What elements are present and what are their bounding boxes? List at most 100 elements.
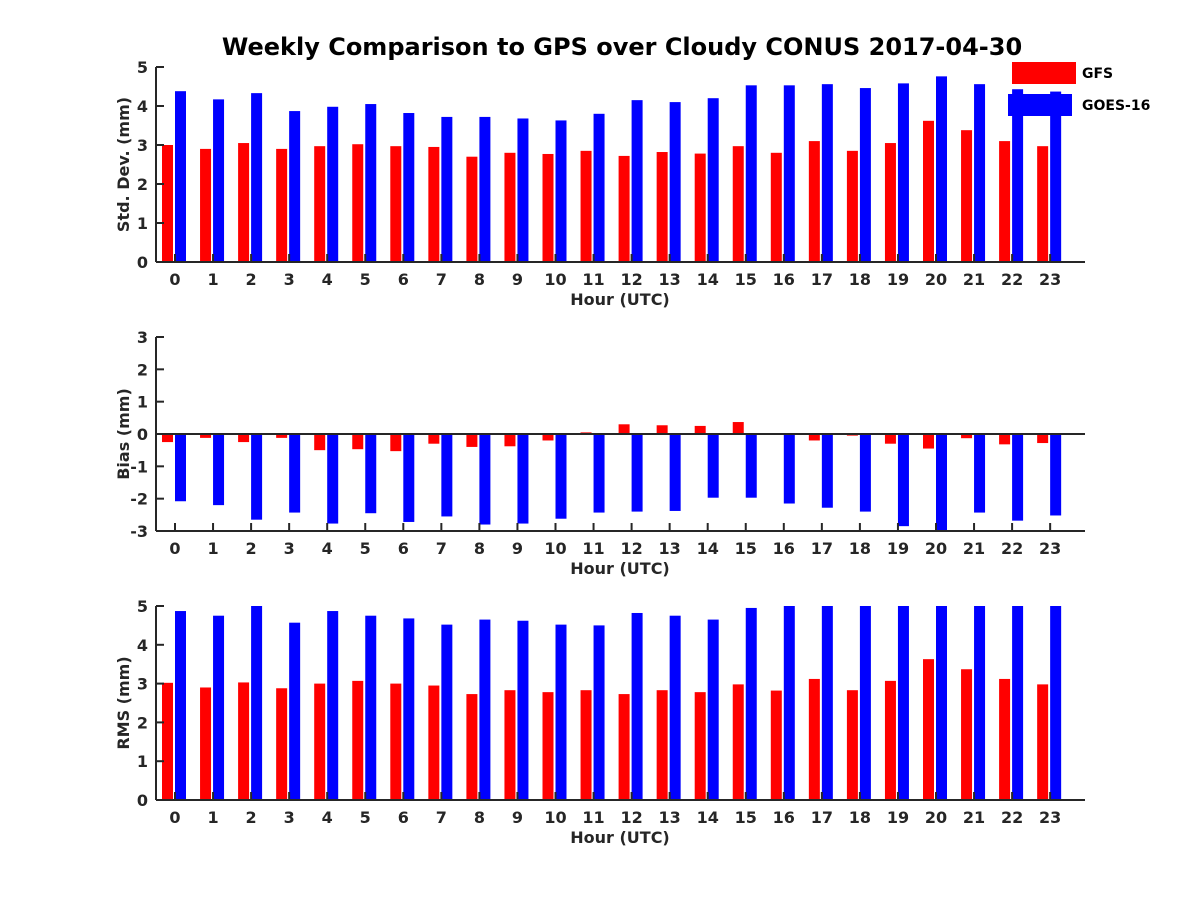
x-tick-label: 13 [659, 808, 681, 827]
bar-gfs-8 [466, 694, 478, 800]
bar-goes16-7 [441, 116, 453, 262]
bar-gfs-9 [504, 152, 516, 262]
bar-gfs-2 [238, 682, 250, 800]
bar-gfs-12 [618, 155, 630, 262]
bar-goes16-4 [327, 611, 339, 800]
x-tick-label: 5 [360, 270, 371, 289]
x-tick-label: 10 [544, 808, 566, 827]
bar-goes16-4 [327, 434, 339, 524]
bar-gfs-7 [428, 434, 440, 444]
bar-goes16-3 [289, 434, 301, 513]
x-tick-label: 9 [512, 539, 523, 558]
bar-gfs-4 [314, 683, 326, 800]
x-tick-label: 11 [582, 539, 604, 558]
x-tick-label: 6 [398, 270, 409, 289]
bar-gfs-10 [542, 434, 554, 441]
x-tick-label: 20 [925, 270, 947, 289]
bar-goes16-3 [289, 111, 301, 262]
bar-goes16-19 [897, 434, 909, 527]
bar-gfs-6 [390, 434, 402, 452]
bar-goes16-21 [974, 434, 986, 513]
bar-gfs-8 [466, 434, 478, 447]
bar-goes16-16 [783, 85, 795, 262]
bar-goes16-13 [669, 434, 681, 511]
bar-goes16-13 [669, 615, 681, 800]
bar-goes16-7 [441, 434, 453, 517]
x-tick-label: 19 [887, 808, 909, 827]
x-tick-label: 15 [735, 808, 757, 827]
bar-goes16-1 [213, 434, 225, 506]
bar-goes16-23 [1050, 606, 1062, 800]
y-tick-label: -2 [130, 490, 148, 509]
bar-gfs-6 [390, 683, 402, 800]
x-axis-label: Hour (UTC) [570, 290, 670, 309]
x-tick-label: 14 [697, 270, 719, 289]
figure-title: Weekly Comparison to GPS over Cloudy CON… [222, 33, 1022, 61]
bar-goes16-22 [1012, 89, 1024, 262]
bar-goes16-6 [403, 434, 415, 522]
bar-goes16-5 [365, 104, 377, 262]
bar-goes16-9 [517, 434, 529, 524]
x-tick-label: 12 [620, 808, 642, 827]
bar-gfs-21 [961, 669, 973, 800]
bar-goes16-6 [403, 113, 415, 263]
bar-goes16-22 [1012, 434, 1024, 521]
bar-goes16-7 [441, 624, 453, 800]
bar-gfs-0 [162, 682, 173, 800]
bar-gfs-21 [961, 434, 973, 439]
bar-gfs-13 [656, 690, 668, 800]
bar-goes16-15 [745, 434, 757, 498]
x-tick-label: 2 [246, 270, 257, 289]
legend-swatch-goes16 [1008, 94, 1072, 116]
x-tick-label: 22 [1001, 539, 1023, 558]
y-tick-label: 2 [137, 360, 148, 379]
x-tick-label: 0 [169, 808, 180, 827]
bar-gfs-11 [580, 690, 592, 800]
x-tick-label: 0 [169, 270, 180, 289]
bar-goes16-18 [859, 606, 871, 800]
bar-gfs-20 [923, 120, 934, 262]
x-tick-label: 18 [849, 270, 871, 289]
bar-gfs-19 [884, 434, 896, 444]
bar-gfs-15 [732, 684, 744, 800]
x-tick-label: 1 [207, 270, 218, 289]
x-tick-label: 17 [811, 539, 833, 558]
bar-gfs-6 [390, 146, 402, 262]
bar-gfs-1 [200, 434, 212, 438]
bar-goes16-21 [974, 84, 986, 262]
y-tick-label: 1 [137, 752, 148, 771]
y-tick-label: 3 [137, 136, 148, 155]
x-tick-label: 10 [544, 539, 566, 558]
bar-goes16-5 [365, 615, 377, 800]
bar-goes16-19 [897, 83, 909, 262]
x-tick-label: 21 [963, 270, 985, 289]
bar-goes16-22 [1012, 606, 1024, 800]
bar-gfs-20 [923, 659, 934, 800]
bar-goes16-5 [365, 434, 377, 514]
x-tick-label: 5 [360, 539, 371, 558]
bar-gfs-9 [504, 690, 516, 800]
legend-label-gfs: GFS [1082, 66, 1113, 82]
bar-goes16-23 [1050, 91, 1062, 262]
x-tick-label: 4 [322, 808, 333, 827]
y-tick-label: 4 [137, 97, 148, 116]
x-tick-label: 18 [849, 808, 871, 827]
bar-gfs-2 [238, 434, 250, 443]
bar-goes16-4 [327, 106, 339, 262]
bar-goes16-20 [936, 76, 947, 262]
bar-gfs-1 [200, 687, 212, 800]
bar-goes16-14 [707, 98, 719, 262]
bar-goes16-20 [936, 434, 947, 531]
bar-goes16-3 [289, 622, 301, 800]
x-tick-label: 15 [735, 539, 757, 558]
legend: GFS GOES-16 [1008, 62, 1150, 116]
x-tick-label: 15 [735, 270, 757, 289]
bar-gfs-4 [314, 434, 326, 451]
x-tick-label: 14 [697, 539, 719, 558]
bar-gfs-22 [999, 678, 1011, 800]
bar-goes16-10 [555, 624, 567, 800]
bar-gfs-14 [694, 153, 706, 262]
y-tick-label: 4 [137, 636, 148, 655]
